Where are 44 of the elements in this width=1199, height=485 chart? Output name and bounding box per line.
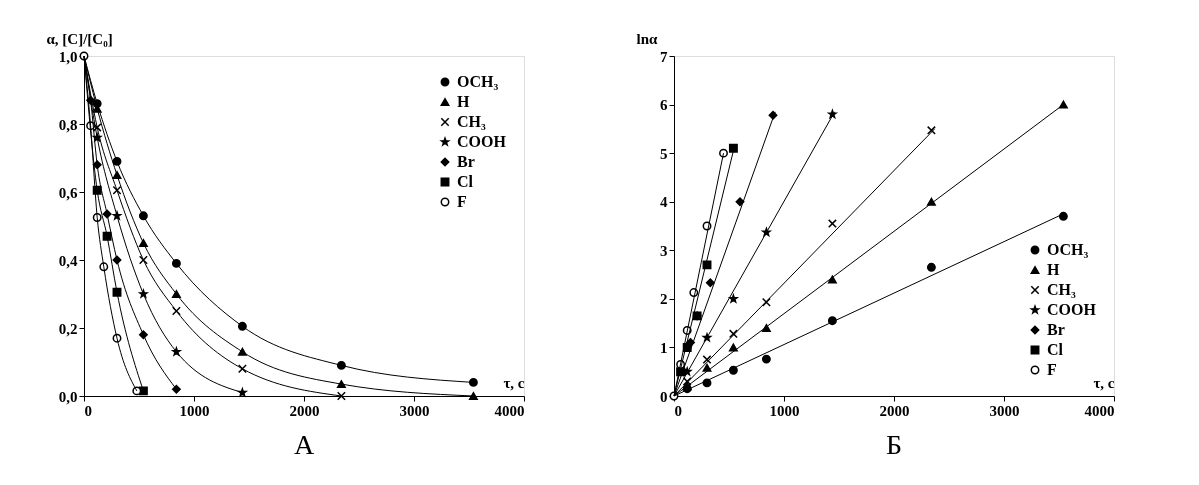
legend-label: CH₃ (457, 113, 486, 130)
x-axis-title: τ, с (1093, 374, 1115, 391)
legend-label: F (1047, 361, 1057, 378)
legend-label: Br (1047, 321, 1065, 338)
y-tick-label: 4 (660, 194, 668, 211)
legend-label: COOH (1047, 301, 1097, 318)
legend-label: OCH₃ (457, 73, 499, 90)
legend-label: H (457, 93, 470, 110)
y-tick-label: 2 (660, 291, 668, 308)
legend-label: Cl (1047, 341, 1064, 358)
y-tick-label: 1,0 (58, 48, 78, 65)
y-tick-label: 0,4 (58, 252, 78, 269)
legend-label: F (457, 193, 467, 210)
y-tick-label: 0,0 (58, 388, 78, 405)
x-tick-label: 3000 (399, 402, 430, 419)
y-axis-title: lnα (636, 30, 659, 47)
x-tick-label: 1000 (769, 402, 800, 419)
y-tick-label: 0,2 (58, 320, 78, 337)
legend-label: Cl (457, 173, 474, 190)
y-tick-label: 0,6 (58, 184, 78, 201)
legend-label: H (1047, 261, 1060, 278)
x-tick-label: 4000 (494, 402, 525, 419)
y-tick-label: 1 (660, 339, 668, 356)
y-tick-label: 5 (660, 145, 668, 162)
x-tick-label: 2000 (289, 402, 320, 419)
x-axis-title: τ, с (503, 374, 525, 391)
x-tick-label: 3000 (989, 402, 1020, 419)
y-tick-label: 3 (660, 242, 668, 259)
x-tick-label: 0 (84, 402, 92, 419)
x-tick-label: 0 (674, 402, 682, 419)
y-axis-title: α, [C]/[C₀] (46, 30, 113, 47)
y-tick-label: 0 (660, 388, 668, 405)
y-tick-label: 6 (660, 97, 668, 114)
legend-label: COOH (457, 133, 507, 150)
text: Б (885, 429, 903, 460)
y-tick-label: 7 (660, 48, 668, 65)
x-tick-label: 2000 (879, 402, 910, 419)
x-tick-label: 1000 (179, 402, 210, 419)
y-tick-label: 0,8 (58, 116, 78, 133)
legend-label: CH₃ (1047, 281, 1076, 298)
text: А (293, 429, 315, 460)
legend-label: OCH₃ (1047, 241, 1089, 258)
x-tick-label: 4000 (1084, 402, 1115, 419)
legend-label: Br (457, 153, 475, 170)
